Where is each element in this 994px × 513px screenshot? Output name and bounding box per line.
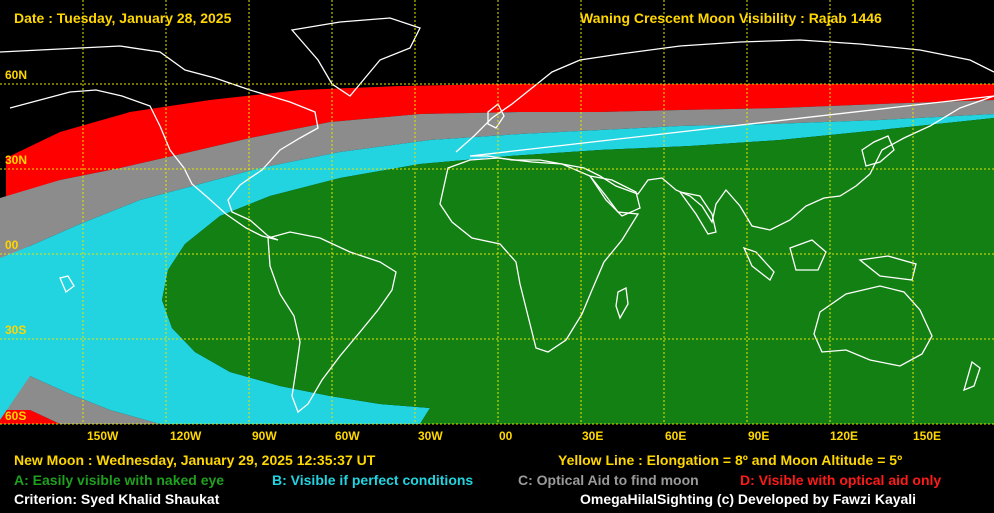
lat-label-60n: 60N <box>5 68 28 82</box>
lat-label-60s: 60S <box>5 409 27 423</box>
lat-label-00: 00 <box>5 238 19 252</box>
sumatra-outline <box>742 246 775 281</box>
lon-label-60e: 60E <box>665 429 687 443</box>
new-moon-label: New Moon : Wednesday, January 29, 2025 1… <box>14 452 376 468</box>
date-label: Date : Tuesday, January 28, 2025 <box>14 10 232 26</box>
zone-d-region-south <box>0 410 60 424</box>
greenland-outline <box>290 17 421 97</box>
north-america-outline <box>0 45 319 241</box>
lon-label-90w: 90W <box>252 429 277 443</box>
continent-outlines <box>0 17 994 414</box>
british-isles-outline <box>487 102 505 129</box>
australia-outline <box>813 285 933 367</box>
lat-label-30s: 30S <box>5 323 27 337</box>
lon-label-60w: 60W <box>335 429 360 443</box>
credit-label: OmegaHilalSighting (c) Developed by Fawz… <box>580 491 917 507</box>
south-america-outline <box>267 231 397 414</box>
lon-label-120e: 120E <box>830 429 859 443</box>
borneo-outline <box>789 239 827 271</box>
new-guinea-outline <box>858 255 917 281</box>
yellow-line-label: Yellow Line : Elongation = 8º and Moon A… <box>558 452 903 468</box>
lon-label-30e: 30E <box>582 429 604 443</box>
lon-label-150e: 150E <box>913 429 942 443</box>
lon-label-90e: 90E <box>748 429 770 443</box>
arabia-outline <box>588 175 641 217</box>
legend-zone-d: D: Visible with optical aid only <box>740 472 942 488</box>
lon-label-00: 00 <box>499 429 513 443</box>
coordinate-grid <box>0 0 994 425</box>
lat-label-30n: 30N <box>5 153 28 167</box>
map-title: Waning Crescent Moon Visibility : Rajab … <box>580 10 882 26</box>
india-outline <box>678 191 717 235</box>
eurasia-outline <box>455 39 994 231</box>
zone-d-region <box>6 84 994 200</box>
zone-b-region <box>0 114 994 424</box>
lon-label-30w: 30W <box>418 429 443 443</box>
japan-outline <box>861 135 895 167</box>
lon-label-150w: 150W <box>87 429 119 443</box>
legend-zone-a: A: Easily visible with naked eye <box>14 472 225 488</box>
madagascar-outline <box>615 287 629 320</box>
legend-zone-b: B: Visible if perfect conditions <box>272 472 474 488</box>
criterion-label: Criterion: Syed Khalid Shaukat <box>14 491 220 507</box>
hawaii-outline <box>59 275 75 294</box>
zone-c-region-south <box>0 360 160 424</box>
zone-a-region <box>162 118 994 424</box>
lon-label-120w: 120W <box>170 429 202 443</box>
new-zealand-outline <box>963 360 981 392</box>
legend-zone-c: C: Optical Aid to find moon <box>518 472 699 488</box>
